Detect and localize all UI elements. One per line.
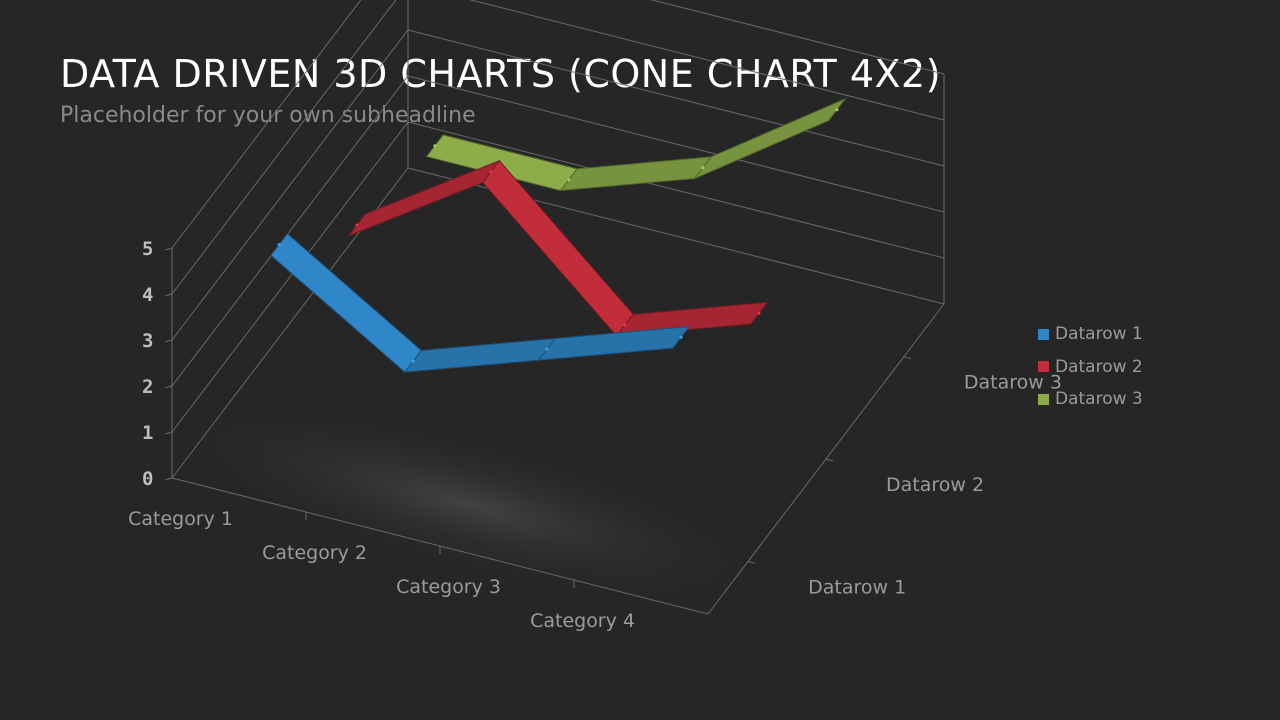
depth-tick: [747, 560, 756, 564]
legend-item-datarow-1: Datarow 1: [1038, 318, 1143, 351]
series-3-ribbon: [425, 97, 847, 192]
legend-label-1: Datarow 1: [1055, 324, 1143, 345]
series-1-point: [679, 335, 683, 339]
series-1-segment: [403, 337, 557, 373]
gridline: [171, 0, 945, 249]
series-1-point: [545, 347, 549, 351]
y-tick-label: 0: [142, 468, 153, 490]
category-label: Category 3: [396, 576, 501, 598]
slide-title: DATA DRIVEN 3D CHARTS (CONE CHART 4X2): [60, 52, 942, 96]
series-2-point: [623, 323, 627, 327]
legend-item-datarow-3: Datarow 3: [1038, 383, 1143, 416]
series-3-segment: [693, 97, 847, 180]
series-1-segment: [270, 232, 423, 373]
series-3-point: [701, 166, 705, 170]
depth-tick: [825, 458, 834, 462]
series-2-ribbon: [347, 159, 769, 337]
series-2-point: [489, 170, 493, 174]
series-2-point: [355, 223, 359, 227]
series-2-point: [757, 311, 761, 315]
legend-swatch-2: [1038, 361, 1049, 373]
category-label: Category 2: [262, 542, 367, 564]
series-1-segment: [537, 325, 691, 361]
y-tick-mark: [164, 247, 173, 251]
floor-shadow: [149, 400, 791, 610]
category-label: Category 4: [530, 610, 635, 632]
legend-item-datarow-2: Datarow 2: [1038, 351, 1143, 384]
y-tick-label: 2: [142, 376, 153, 398]
series-3-point: [433, 144, 437, 148]
y-tick-label: 1: [142, 422, 153, 444]
depth-tick: [903, 356, 912, 360]
series-3-point: [835, 108, 839, 112]
series-1-point: [411, 359, 415, 363]
series-1-point: [277, 243, 281, 246]
chart-legend: Datarow 1 Datarow 2 Datarow 3: [1038, 318, 1143, 416]
y-tick-label: 3: [142, 330, 153, 352]
y-tick-mark: [164, 431, 173, 435]
depth-label: Datarow 1: [808, 576, 906, 598]
legend-label-3: Datarow 3: [1055, 389, 1143, 410]
y-tick-label: 4: [142, 284, 153, 306]
series-1-ribbon: [270, 232, 691, 373]
category-label: Category 1: [128, 508, 233, 530]
y-tick-label: 5: [142, 238, 153, 260]
y-tick-mark: [164, 477, 173, 481]
series-2-segment: [615, 301, 769, 337]
y-tick-mark: [164, 293, 173, 297]
y-tick-mark: [164, 339, 173, 343]
legend-label-2: Datarow 2: [1055, 356, 1143, 377]
series-3-point: [567, 178, 571, 182]
series-3-segment: [559, 156, 713, 192]
depth-label: Datarow 3: [964, 372, 1062, 394]
y-tick-mark: [164, 385, 173, 389]
depth-label: Datarow 2: [886, 474, 984, 496]
legend-swatch-3: [1038, 393, 1049, 405]
legend-swatch-1: [1038, 328, 1049, 340]
gridline: [171, 0, 945, 295]
